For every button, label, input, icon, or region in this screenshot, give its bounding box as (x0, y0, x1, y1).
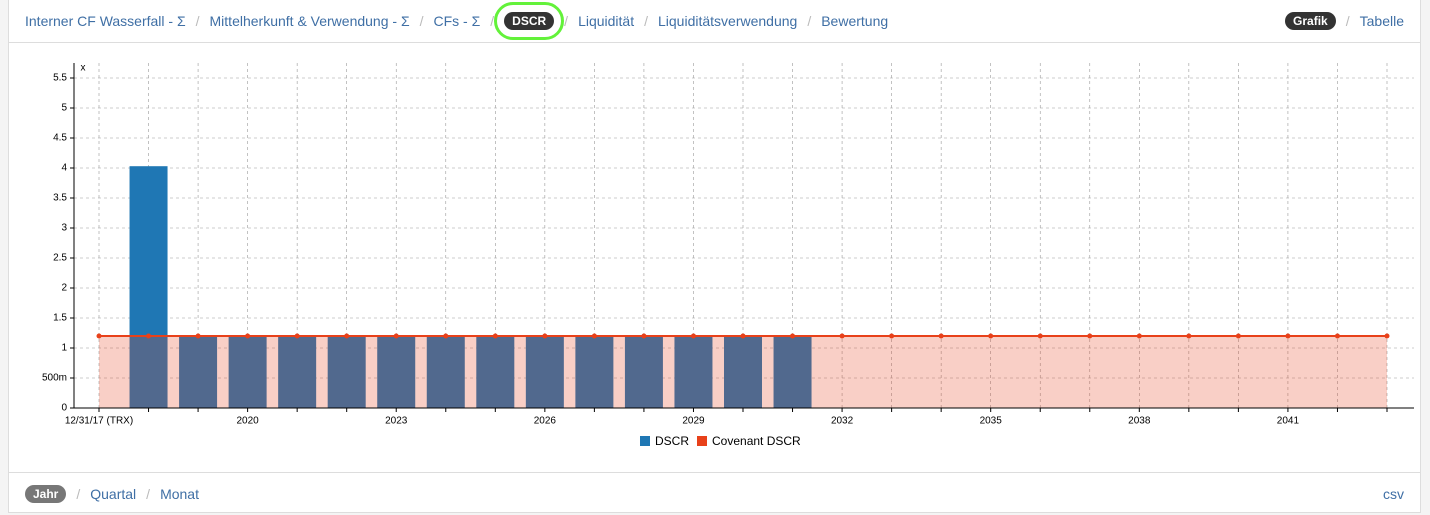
bar (327, 336, 366, 408)
legend-label: Covenant DSCR (712, 434, 801, 448)
point (1136, 333, 1142, 339)
point (740, 333, 746, 339)
y-unit: x (81, 63, 86, 74)
bar (525, 336, 564, 408)
point (344, 333, 350, 339)
separator: / (419, 13, 424, 29)
nav-link[interactable]: Liquidität (578, 13, 635, 29)
point (245, 333, 251, 339)
separator: / (807, 13, 812, 29)
point (492, 333, 498, 339)
point (1186, 333, 1192, 339)
y-tick-label: 2.5 (53, 253, 67, 264)
nav-link[interactable]: Quartal (90, 486, 137, 502)
y-tick-label: 4 (61, 163, 67, 174)
point (1087, 333, 1093, 339)
separator: / (644, 13, 648, 29)
active-view[interactable]: Grafik (1285, 12, 1336, 30)
active-period[interactable]: Jahr (25, 485, 67, 503)
separator: / (490, 13, 495, 29)
nav-link[interactable]: CFs - Σ (433, 13, 481, 29)
separator: / (76, 486, 81, 502)
point (690, 333, 696, 339)
header-nav: Interner CF Wasserfall - Σ / Mittelherkunf… (9, 0, 1420, 43)
nav-link[interactable]: Bewertung (821, 13, 889, 29)
active-tab[interactable]: DSCR (494, 2, 565, 40)
point (1334, 333, 1340, 339)
point (591, 333, 597, 339)
y-tick-label: 1.5 (53, 313, 67, 324)
point (790, 333, 796, 339)
bar (179, 336, 218, 408)
point (839, 333, 845, 339)
x-tick-label: 2035 (980, 416, 1003, 427)
nav-link[interactable]: Liquiditätsverwendung (658, 13, 798, 29)
nav-link[interactable]: Tabelle (1359, 13, 1404, 29)
point (1285, 333, 1291, 339)
bar (426, 336, 465, 408)
bar (624, 336, 663, 408)
panel: Interner CF Wasserfall - Σ / Mittelherkunf… (8, 0, 1421, 513)
point (542, 333, 548, 339)
bar (228, 336, 267, 408)
y-tick-label: 4.5 (53, 133, 67, 144)
x-tick-label: 2041 (1277, 416, 1300, 427)
chart: 0 500m 1 1.5 2 2.5 3 3.5 4 4.5 5 5.5 12/31/17 (TRX) 2… (42, 63, 1414, 448)
x-tick-label: 2029 (682, 416, 705, 427)
y-tick-label: 0 (61, 403, 67, 414)
nav-link[interactable]: Interner CF Wasserfall - Σ (25, 13, 186, 29)
legend-swatch (697, 436, 707, 446)
footer-nav: Jahr / Quartal / Monat csv (9, 472, 1420, 515)
bar (129, 166, 168, 408)
y-tick-label: 1 (61, 343, 67, 354)
point (443, 333, 449, 339)
separator: / (564, 13, 569, 29)
point (146, 333, 152, 339)
point (1037, 333, 1043, 339)
bar (476, 336, 515, 408)
bar (278, 336, 317, 408)
bar (773, 336, 812, 408)
legend-swatch (640, 436, 650, 446)
separator: / (195, 13, 200, 29)
area (99, 336, 1387, 408)
x-tick-label: 2038 (1128, 416, 1151, 427)
legend-label: DSCR (655, 434, 689, 448)
y-tick-label: 2 (61, 283, 67, 294)
x-tick-label: 2020 (236, 416, 259, 427)
y-tick-label: 500m (42, 373, 67, 384)
point (641, 333, 647, 339)
separator: / (1345, 13, 1350, 29)
point (393, 333, 399, 339)
point (938, 333, 944, 339)
x-tick-label: 2023 (385, 416, 408, 427)
point (1235, 333, 1241, 339)
bar (575, 336, 614, 408)
point (889, 333, 895, 339)
bar (724, 336, 762, 408)
point (96, 333, 102, 339)
x-tick-label: 2026 (534, 416, 557, 427)
y-tick-label: 5 (61, 103, 67, 114)
export-link[interactable]: csv (1383, 486, 1404, 502)
nav-link[interactable]: Mittelherkunft & Verwendung - Σ (209, 13, 410, 29)
x-tick-label: 12/31/17 (TRX) (65, 416, 133, 427)
y-tick-label: 3.5 (53, 193, 67, 204)
bar (674, 336, 713, 408)
point (988, 333, 994, 339)
separator: / (146, 486, 151, 502)
point (1384, 333, 1390, 339)
y-tick-label: 5.5 (53, 73, 67, 84)
x-tick-label: 2032 (831, 416, 854, 427)
point (195, 333, 201, 339)
bar (377, 336, 416, 408)
nav-link[interactable]: Monat (160, 486, 199, 502)
y-tick-label: 3 (61, 223, 67, 234)
point (294, 333, 300, 339)
